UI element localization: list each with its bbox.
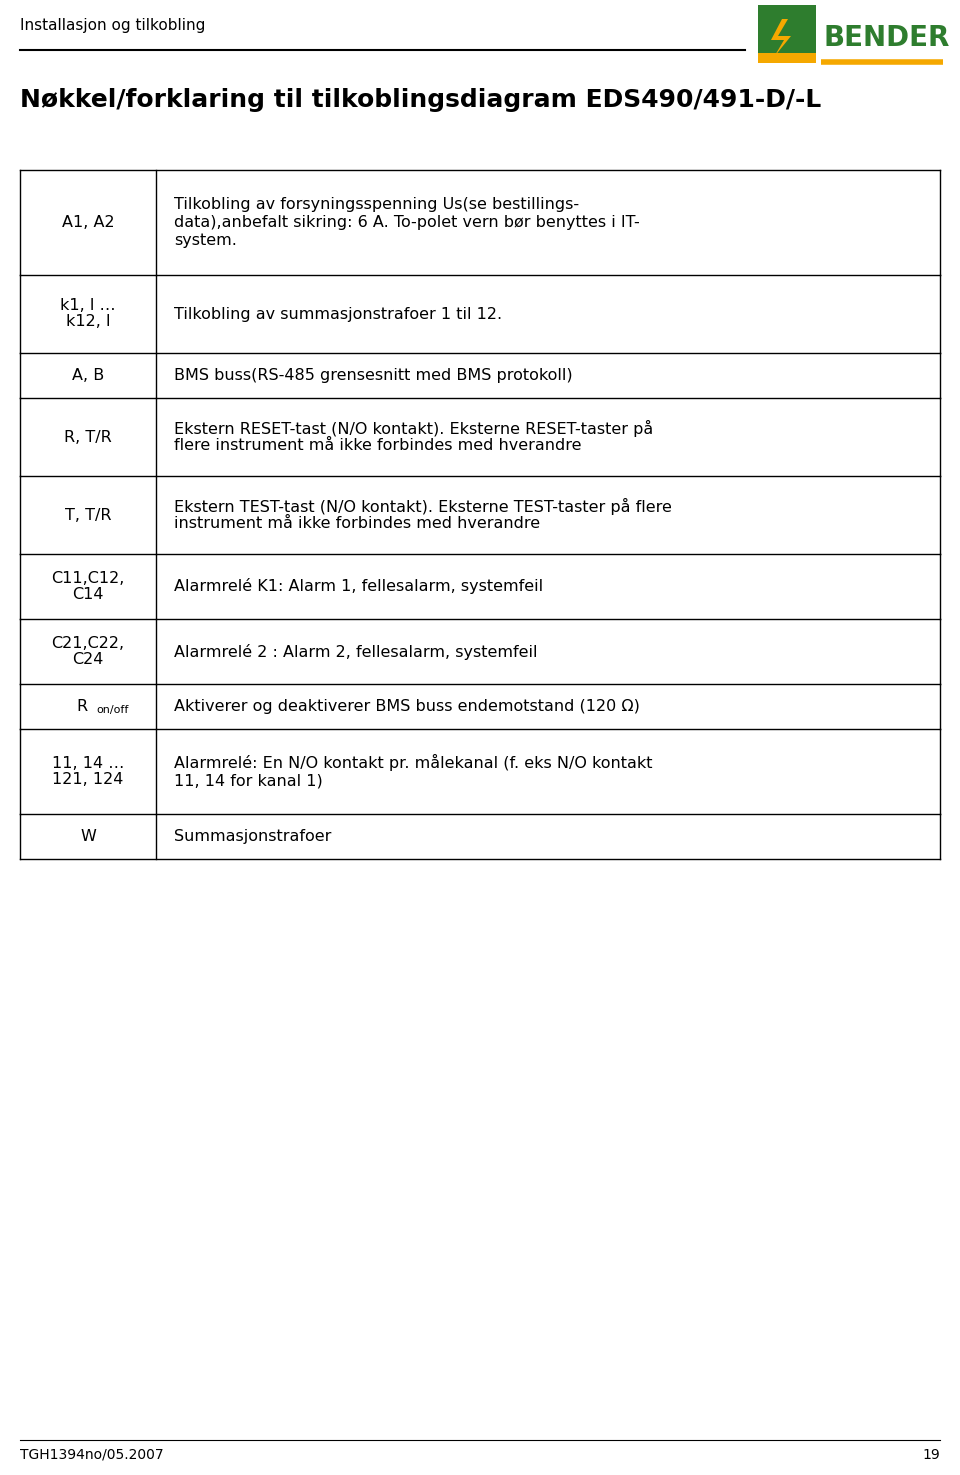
Text: Nøkkel/forklaring til tilkoblingsdiagram EDS490/491-D/-L: Nøkkel/forklaring til tilkoblingsdiagram… <box>20 88 821 112</box>
Text: flere instrument må ikke forbindes med hverandre: flere instrument må ikke forbindes med h… <box>174 438 582 453</box>
Text: system.: system. <box>174 233 237 248</box>
Text: 121, 124: 121, 124 <box>52 771 124 788</box>
Text: instrument må ikke forbindes med hverandre: instrument må ikke forbindes med hverand… <box>174 516 540 531</box>
Polygon shape <box>768 19 791 58</box>
Text: Ekstern TEST-tast (N/O kontakt). Eksterne TEST-taster på flere: Ekstern TEST-tast (N/O kontakt). Ekstern… <box>174 497 672 515</box>
Text: Summasjonstrafoer: Summasjonstrafoer <box>174 829 331 844</box>
Text: R, T/R: R, T/R <box>64 429 112 444</box>
Text: Aktiverer og deaktiverer BMS buss endemotstand (120 Ω): Aktiverer og deaktiverer BMS buss endemo… <box>174 699 640 714</box>
Text: 11, 14 for kanal 1): 11, 14 for kanal 1) <box>174 773 323 788</box>
Text: on/off: on/off <box>96 705 129 715</box>
Text: A1, A2: A1, A2 <box>61 215 114 230</box>
Text: data),anbefalt sikring: 6 A. To-polet vern bør benyttes i IT-: data),anbefalt sikring: 6 A. To-polet ve… <box>174 215 639 230</box>
Text: A, B: A, B <box>72 367 104 384</box>
Text: BENDER: BENDER <box>824 24 950 52</box>
Text: C24: C24 <box>72 652 104 667</box>
Text: k12, l: k12, l <box>65 314 110 329</box>
Text: Tilkobling av forsyningsspenning Us(se bestillings-: Tilkobling av forsyningsspenning Us(se b… <box>174 198 579 212</box>
Bar <box>758 4 816 63</box>
Text: Tilkobling av summasjonstrafoer 1 til 12.: Tilkobling av summasjonstrafoer 1 til 12… <box>174 307 502 322</box>
Text: BMS buss(RS-485 grensesnitt med BMS protokoll): BMS buss(RS-485 grensesnitt med BMS prot… <box>174 367 572 384</box>
Text: Installasjon og tilkobling: Installasjon og tilkobling <box>20 18 205 32</box>
Text: Alarmrelé 2 : Alarm 2, fellesalarm, systemfeil: Alarmrelé 2 : Alarm 2, fellesalarm, syst… <box>174 643 538 659</box>
Text: Ekstern RESET-tast (N/O kontakt). Eksterne RESET-taster på: Ekstern RESET-tast (N/O kontakt). Ekster… <box>174 419 653 437</box>
Text: Alarmrelé: En N/O kontakt pr. målekanal (f. eks N/O kontakt: Alarmrelé: En N/O kontakt pr. målekanal … <box>174 754 653 771</box>
Text: R: R <box>77 699 87 714</box>
Text: k1, l …: k1, l … <box>60 298 116 314</box>
Bar <box>758 53 816 63</box>
Text: T, T/R: T, T/R <box>64 507 111 522</box>
Text: Alarmrelé K1: Alarm 1, fellesalarm, systemfeil: Alarmrelé K1: Alarm 1, fellesalarm, syst… <box>174 578 543 594</box>
Text: TGH1394no/05.2007: TGH1394no/05.2007 <box>20 1448 163 1462</box>
Text: C11,C12,: C11,C12, <box>51 571 125 586</box>
Text: W: W <box>80 829 96 844</box>
Text: 11, 14 …: 11, 14 … <box>52 757 124 771</box>
Text: 19: 19 <box>923 1448 940 1462</box>
Text: C21,C22,: C21,C22, <box>52 636 125 650</box>
Text: C14: C14 <box>72 587 104 602</box>
